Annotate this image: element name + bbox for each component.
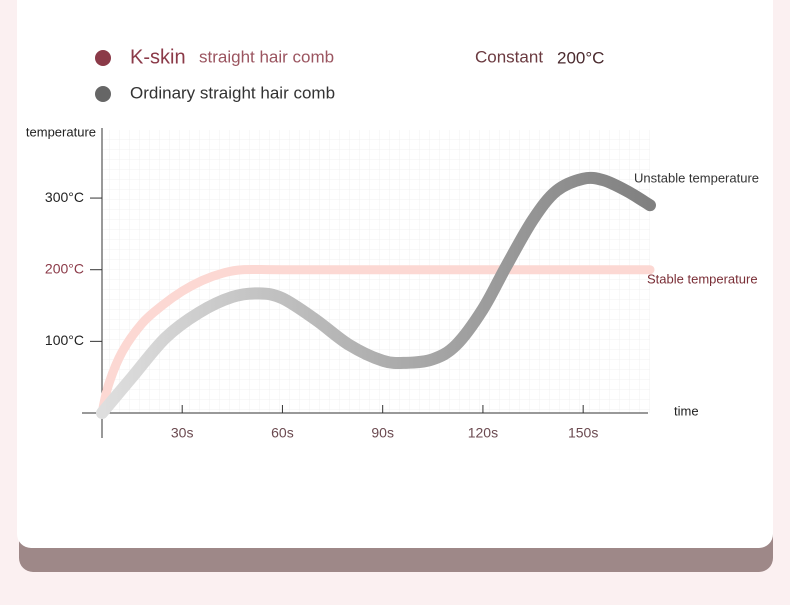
legend-label: Ordinary straight hair comb [130, 83, 335, 102]
note-value: 200°C [557, 48, 604, 67]
plot: 100°C 200°C 300°C 30s 60s 90s 120s 150s [45, 171, 656, 441]
y-tick-label: 100°C [45, 332, 84, 348]
x-tick-label: 60s [271, 425, 294, 441]
y-tick-label: 200°C [45, 260, 84, 276]
y-axis-title: temperature [26, 124, 96, 139]
legend-brand: K-skin [130, 46, 186, 68]
legend-dot [95, 50, 111, 66]
annotation: Unstable temperature [634, 170, 759, 185]
note-label: Constant [475, 47, 543, 66]
x-axis-title: time [674, 403, 699, 418]
series-line [97, 264, 655, 418]
x-tick-label: 150s [568, 425, 598, 441]
x-tick-label: 30s [171, 425, 194, 441]
x-tick-label: 90s [371, 425, 394, 441]
x-tick-label: 120s [468, 425, 498, 441]
legend-dot [95, 86, 111, 102]
y-tick-label: 300°C [45, 189, 84, 205]
series-line [96, 171, 656, 419]
legend-label: straight hair comb [199, 47, 334, 66]
annotation: Stable temperature [647, 271, 758, 286]
